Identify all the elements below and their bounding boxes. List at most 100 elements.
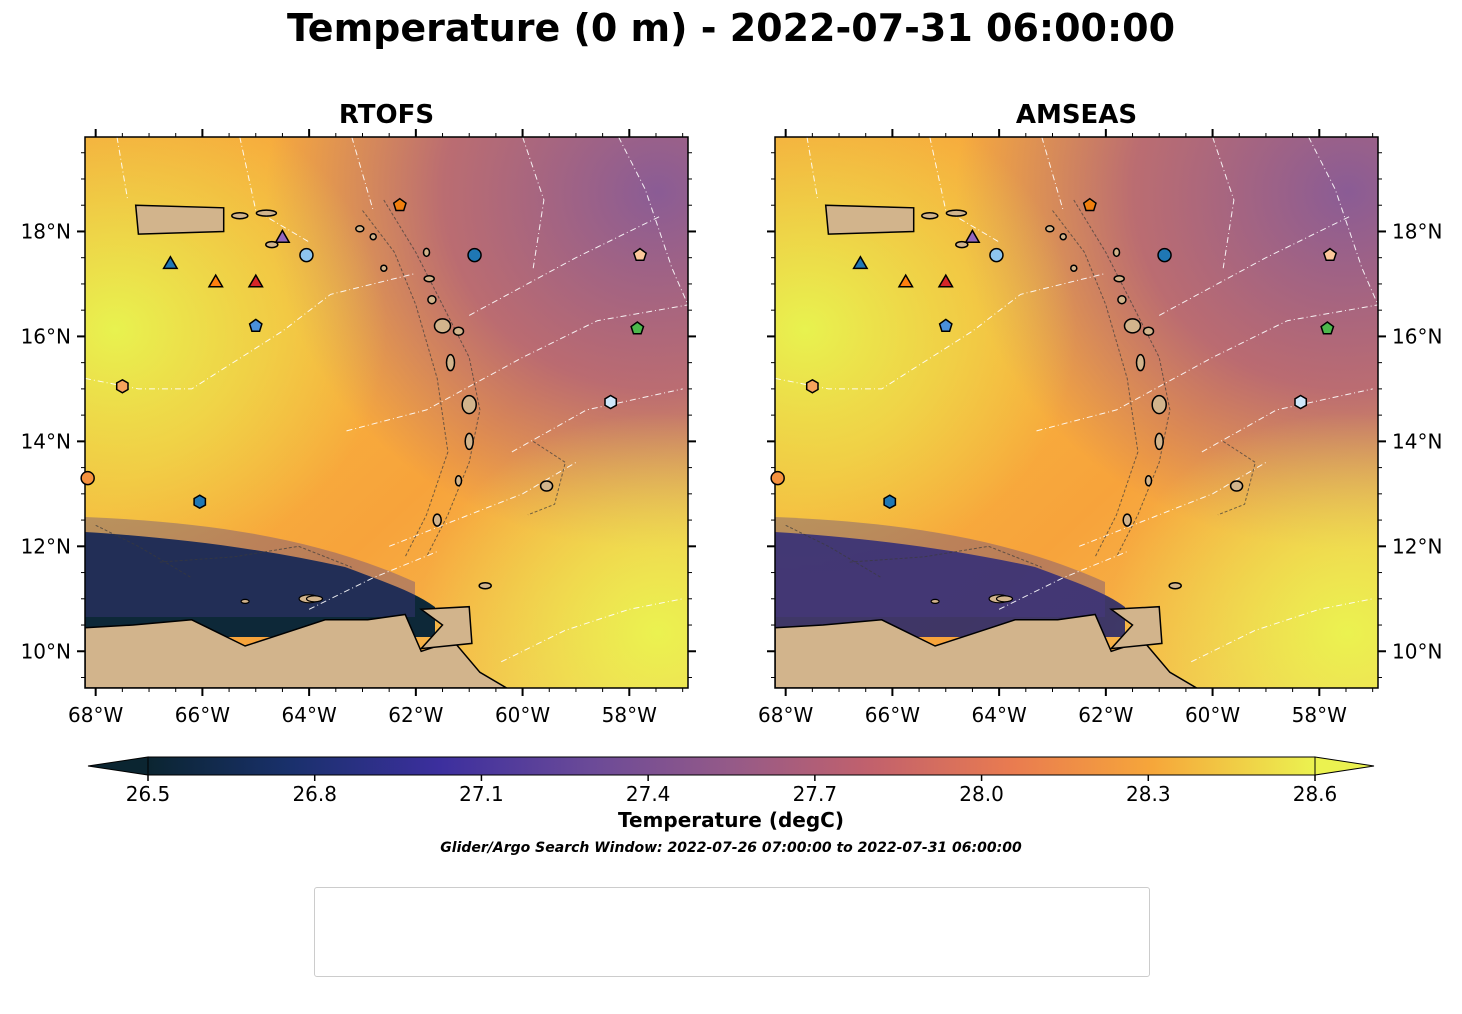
map-frame [84, 136, 689, 689]
colorbar-high-extension [1314, 756, 1375, 776]
land-south-america [775, 613, 1199, 688]
lat-tick-label: 10°N [1392, 639, 1442, 663]
platform-marker [883, 494, 897, 510]
land-island [423, 274, 435, 283]
lon-tick-label: 64°W [972, 703, 1027, 727]
platform-marker [1322, 247, 1338, 262]
lat-tick-label: 16°N [1392, 324, 1442, 348]
panel-title-amseas: AMSEAS [1015, 100, 1138, 130]
land-island [1122, 513, 1132, 527]
land-island [930, 598, 940, 605]
platform-marker [938, 318, 953, 332]
lon-tick-label: 66°W [865, 703, 920, 727]
colorbar: 26.5 26.8 27.1 27.4 27.7 28.0 28.3 28.6 [87, 756, 1375, 806]
colorbar-tick-label: 26.8 [292, 782, 337, 806]
platform-marker [630, 321, 645, 335]
lat-tick-label: 14°N [21, 429, 71, 453]
platform-marker [247, 273, 264, 288]
land-island [1045, 225, 1055, 233]
lat-tick-label: 18°N [1392, 219, 1442, 243]
colorbar-tick-label: 27.7 [793, 782, 838, 806]
lon-tick-label: 68°W [758, 703, 813, 727]
colorbar-tick-label: 26.5 [126, 782, 171, 806]
land-island [265, 240, 279, 249]
colorbar-low-extension [87, 756, 149, 776]
land-island [432, 513, 442, 527]
platform-marker [299, 247, 314, 263]
land-island [380, 264, 388, 272]
lon-tick-label: 60°W [495, 703, 550, 727]
land-island [255, 209, 278, 217]
land-south-america [85, 613, 509, 688]
land-trinidad [1109, 605, 1163, 650]
land-island [355, 225, 365, 233]
lon-tick-label: 58°W [1292, 703, 1347, 727]
land-island [240, 598, 250, 605]
platform-marker [1320, 321, 1335, 335]
platform-marker [897, 273, 914, 288]
search-window-text: Glider/Argo Search Window: 2022-07-26 07… [440, 840, 1022, 856]
platform-marker [632, 247, 648, 262]
land-island [1142, 326, 1155, 336]
land-island [1135, 353, 1146, 372]
temperature-field [85, 137, 688, 688]
land-island [1113, 274, 1125, 283]
platform-marker [1294, 394, 1308, 410]
land-island [1154, 432, 1164, 451]
colorbar-tick-label: 27.1 [459, 782, 504, 806]
platform-marker [467, 247, 482, 263]
lat-tick-label: 12°N [1392, 534, 1442, 558]
lat-tick-label: 12°N [21, 534, 71, 558]
land-island [452, 326, 465, 336]
colorbar-tick-label: 28.0 [959, 782, 1004, 806]
platform-marker [115, 378, 129, 394]
map-panel-amseas: 68°W 66°W 64°W 62°W 60°W 58°W 18°N 16°N 14°N 12°N… [758, 129, 1442, 727]
temperature-field [775, 137, 1378, 688]
lat-tick-label: 18°N [21, 219, 71, 243]
land-island [1144, 474, 1153, 487]
lat-tick-label: 14°N [1392, 429, 1442, 453]
land-island [1123, 318, 1142, 334]
land-island [1151, 394, 1167, 415]
land-island [433, 318, 452, 334]
colorbar-body [147, 756, 1316, 776]
platform-marker [392, 197, 407, 212]
platform-marker [162, 255, 179, 270]
platform-marker [770, 470, 785, 486]
land-island [1112, 247, 1121, 258]
platform-marker [604, 394, 618, 410]
land-island [445, 353, 456, 372]
lat-tick-label: 16°N [21, 324, 71, 348]
panel-title-rtofs: RTOFS [338, 100, 435, 130]
land-island [305, 595, 324, 603]
lon-tick-label: 66°W [175, 703, 230, 727]
lon-tick-label: 60°W [1185, 703, 1240, 727]
land-island [427, 294, 437, 305]
colorbar-tick-label: 28.3 [1126, 782, 1171, 806]
lon-tick-label: 58°W [602, 703, 657, 727]
land-island [1168, 581, 1182, 590]
land-island [1059, 232, 1067, 241]
map-panel-rtofs: 68°W 66°W 64°W 62°W 60°W 58°W 18°N 16°N 14°N 12°N… [21, 129, 696, 727]
land-island [231, 211, 249, 220]
land-island [478, 581, 492, 590]
lat-tick-label: 10°N [21, 639, 71, 663]
platform-marker [193, 494, 207, 510]
land-island [921, 211, 939, 220]
lon-tick-label: 64°W [282, 703, 337, 727]
land-island [454, 474, 463, 487]
land-island [995, 595, 1014, 603]
platform-marker [964, 228, 981, 243]
platform-marker [1082, 197, 1097, 212]
platform-marker [805, 378, 819, 394]
land-island [369, 232, 377, 241]
land-island [422, 247, 431, 258]
land-island [1117, 294, 1127, 305]
land-island [461, 394, 477, 415]
land-island [1229, 480, 1244, 492]
page-title: Temperature (0 m) - 2022-07-31 06:00:00 [286, 6, 1176, 50]
colorbar-label: Temperature (degC) [618, 808, 844, 832]
land-puerto-rico [134, 204, 225, 235]
platform-marker [937, 273, 954, 288]
